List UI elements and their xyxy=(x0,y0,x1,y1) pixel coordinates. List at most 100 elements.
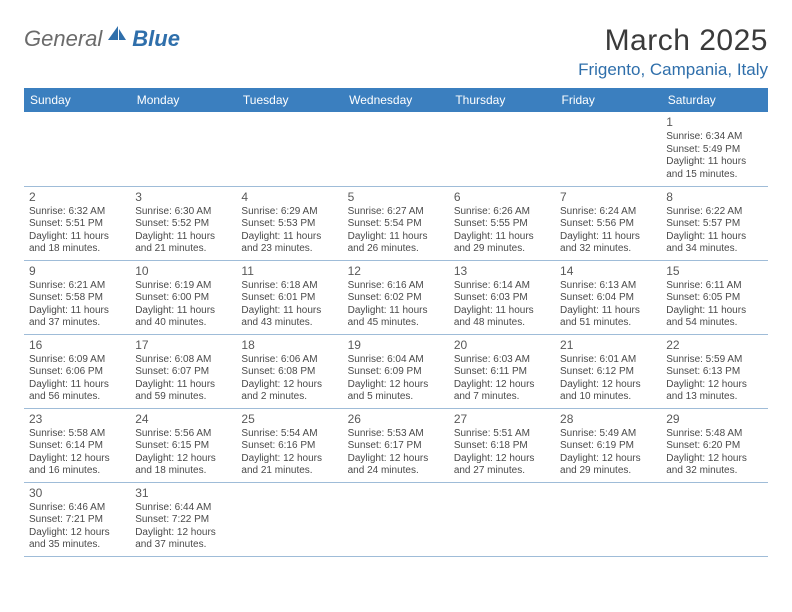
calendar-row: 30Sunrise: 6:46 AMSunset: 7:21 PMDayligh… xyxy=(24,482,768,556)
sunset-line: Sunset: 7:22 PM xyxy=(135,514,231,527)
day-number: 21 xyxy=(560,338,656,353)
sunset-line: Sunset: 5:49 PM xyxy=(666,144,762,157)
sunset-line: Sunset: 6:06 PM xyxy=(29,366,125,379)
day-number: 24 xyxy=(135,412,231,427)
day-number: 13 xyxy=(454,264,550,279)
sunrise-line: Sunrise: 6:18 AM xyxy=(241,280,337,293)
day-header: Wednesday xyxy=(343,88,449,112)
day-number: 1 xyxy=(666,115,762,130)
sunrise-line: Sunrise: 6:09 AM xyxy=(29,354,125,367)
sunset-line: Sunset: 6:00 PM xyxy=(135,292,231,305)
sunrise-line: Sunrise: 5:48 AM xyxy=(666,428,762,441)
calendar-cell xyxy=(555,482,661,556)
calendar-cell: 10Sunrise: 6:19 AMSunset: 6:00 PMDayligh… xyxy=(130,260,236,334)
location: Frigento, Campania, Italy xyxy=(578,60,768,80)
calendar-table: SundayMondayTuesdayWednesdayThursdayFrid… xyxy=(24,88,768,557)
day-number: 20 xyxy=(454,338,550,353)
day-number: 3 xyxy=(135,190,231,205)
daylight-line: Daylight: 11 hours and 45 minutes. xyxy=(348,305,444,330)
sunrise-line: Sunrise: 5:54 AM xyxy=(241,428,337,441)
day-number: 8 xyxy=(666,190,762,205)
daylight-line: Daylight: 12 hours and 29 minutes. xyxy=(560,453,656,478)
day-number: 29 xyxy=(666,412,762,427)
logo-text-general: General xyxy=(24,26,102,52)
daylight-line: Daylight: 11 hours and 26 minutes. xyxy=(348,231,444,256)
day-number: 2 xyxy=(29,190,125,205)
sunrise-line: Sunrise: 6:08 AM xyxy=(135,354,231,367)
day-number: 12 xyxy=(348,264,444,279)
sunset-line: Sunset: 5:56 PM xyxy=(560,218,656,231)
calendar-cell xyxy=(661,482,767,556)
daylight-line: Daylight: 11 hours and 23 minutes. xyxy=(241,231,337,256)
daylight-line: Daylight: 12 hours and 18 minutes. xyxy=(135,453,231,478)
sunrise-line: Sunrise: 5:53 AM xyxy=(348,428,444,441)
logo: General Blue xyxy=(24,24,180,54)
daylight-line: Daylight: 12 hours and 10 minutes. xyxy=(560,379,656,404)
sunrise-line: Sunrise: 6:19 AM xyxy=(135,280,231,293)
daylight-line: Daylight: 11 hours and 29 minutes. xyxy=(454,231,550,256)
day-header: Saturday xyxy=(661,88,767,112)
calendar-body: 1Sunrise: 6:34 AMSunset: 5:49 PMDaylight… xyxy=(24,112,768,556)
day-number: 18 xyxy=(241,338,337,353)
calendar-cell: 6Sunrise: 6:26 AMSunset: 5:55 PMDaylight… xyxy=(449,186,555,260)
day-number: 23 xyxy=(29,412,125,427)
sunset-line: Sunset: 6:08 PM xyxy=(241,366,337,379)
daylight-line: Daylight: 12 hours and 32 minutes. xyxy=(666,453,762,478)
day-number: 31 xyxy=(135,486,231,501)
sunrise-line: Sunrise: 6:46 AM xyxy=(29,502,125,515)
day-number: 26 xyxy=(348,412,444,427)
logo-text-blue: Blue xyxy=(132,26,180,52)
sail-icon xyxy=(106,24,128,50)
sunrise-line: Sunrise: 6:27 AM xyxy=(348,206,444,219)
calendar-cell: 9Sunrise: 6:21 AMSunset: 5:58 PMDaylight… xyxy=(24,260,130,334)
sunset-line: Sunset: 5:58 PM xyxy=(29,292,125,305)
calendar-cell: 17Sunrise: 6:08 AMSunset: 6:07 PMDayligh… xyxy=(130,334,236,408)
calendar-cell: 28Sunrise: 5:49 AMSunset: 6:19 PMDayligh… xyxy=(555,408,661,482)
calendar-cell: 29Sunrise: 5:48 AMSunset: 6:20 PMDayligh… xyxy=(661,408,767,482)
sunset-line: Sunset: 6:20 PM xyxy=(666,440,762,453)
daylight-line: Daylight: 11 hours and 21 minutes. xyxy=(135,231,231,256)
sunrise-line: Sunrise: 6:26 AM xyxy=(454,206,550,219)
calendar-cell: 7Sunrise: 6:24 AMSunset: 5:56 PMDaylight… xyxy=(555,186,661,260)
sunrise-line: Sunrise: 6:22 AM xyxy=(666,206,762,219)
sunrise-line: Sunrise: 6:44 AM xyxy=(135,502,231,515)
day-number: 17 xyxy=(135,338,231,353)
day-number: 22 xyxy=(666,338,762,353)
daylight-line: Daylight: 11 hours and 48 minutes. xyxy=(454,305,550,330)
daylight-line: Daylight: 12 hours and 2 minutes. xyxy=(241,379,337,404)
calendar-cell: 2Sunrise: 6:32 AMSunset: 5:51 PMDaylight… xyxy=(24,186,130,260)
calendar-cell: 19Sunrise: 6:04 AMSunset: 6:09 PMDayligh… xyxy=(343,334,449,408)
day-number: 19 xyxy=(348,338,444,353)
calendar-cell xyxy=(343,482,449,556)
sunrise-line: Sunrise: 6:04 AM xyxy=(348,354,444,367)
sunrise-line: Sunrise: 6:21 AM xyxy=(29,280,125,293)
calendar-cell: 18Sunrise: 6:06 AMSunset: 6:08 PMDayligh… xyxy=(236,334,342,408)
daylight-line: Daylight: 12 hours and 37 minutes. xyxy=(135,527,231,552)
calendar-cell: 12Sunrise: 6:16 AMSunset: 6:02 PMDayligh… xyxy=(343,260,449,334)
sunset-line: Sunset: 5:52 PM xyxy=(135,218,231,231)
sunrise-line: Sunrise: 5:59 AM xyxy=(666,354,762,367)
calendar-cell xyxy=(130,112,236,186)
calendar-cell xyxy=(343,112,449,186)
sunrise-line: Sunrise: 5:58 AM xyxy=(29,428,125,441)
sunset-line: Sunset: 6:02 PM xyxy=(348,292,444,305)
day-number: 27 xyxy=(454,412,550,427)
day-header: Tuesday xyxy=(236,88,342,112)
sunrise-line: Sunrise: 6:11 AM xyxy=(666,280,762,293)
calendar-cell: 16Sunrise: 6:09 AMSunset: 6:06 PMDayligh… xyxy=(24,334,130,408)
sunrise-line: Sunrise: 6:13 AM xyxy=(560,280,656,293)
day-number: 16 xyxy=(29,338,125,353)
calendar-cell: 15Sunrise: 6:11 AMSunset: 6:05 PMDayligh… xyxy=(661,260,767,334)
sunset-line: Sunset: 7:21 PM xyxy=(29,514,125,527)
sunrise-line: Sunrise: 5:56 AM xyxy=(135,428,231,441)
calendar-cell: 14Sunrise: 6:13 AMSunset: 6:04 PMDayligh… xyxy=(555,260,661,334)
sunrise-line: Sunrise: 6:30 AM xyxy=(135,206,231,219)
calendar-row: 16Sunrise: 6:09 AMSunset: 6:06 PM Dayligh… xyxy=(24,334,768,408)
sunset-line: Sunset: 6:12 PM xyxy=(560,366,656,379)
calendar-cell xyxy=(24,112,130,186)
sunrise-line: Sunrise: 6:14 AM xyxy=(454,280,550,293)
calendar-row: 2Sunrise: 6:32 AMSunset: 5:51 PMDaylight… xyxy=(24,186,768,260)
day-number: 28 xyxy=(560,412,656,427)
day-header: Monday xyxy=(130,88,236,112)
daylight-line: Daylight: 11 hours and 43 minutes. xyxy=(241,305,337,330)
